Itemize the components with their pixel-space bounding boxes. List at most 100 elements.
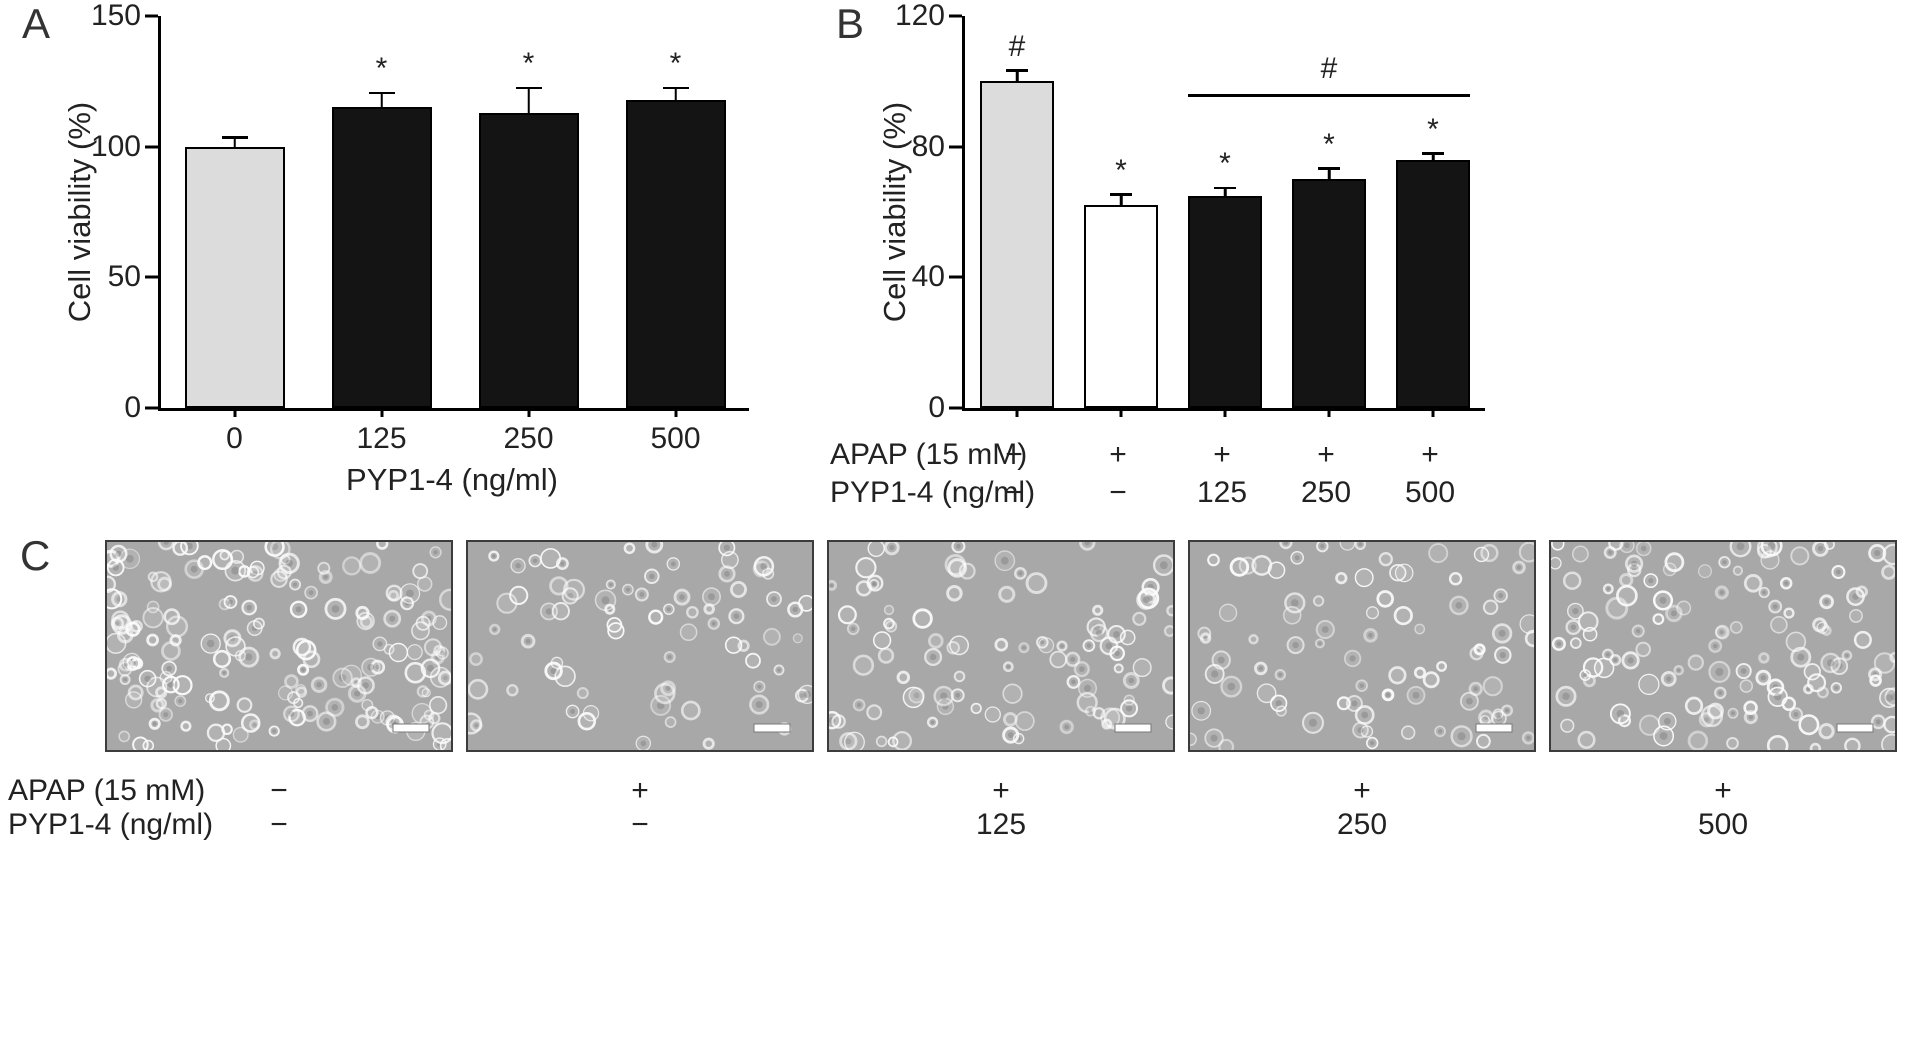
bar: [1292, 179, 1366, 408]
condition-value: +: [1109, 438, 1127, 471]
x-tick-mark: [1327, 408, 1331, 417]
bar: [478, 112, 579, 408]
bar: [625, 99, 726, 408]
error-bar-cap: [368, 91, 395, 95]
panel-b-y-axis-title: Cell viability (%): [877, 101, 912, 323]
y-tick-label: 40: [911, 260, 945, 294]
x-tick-label: 125: [356, 422, 407, 455]
micrograph-image: [827, 540, 1175, 752]
bar: [980, 81, 1054, 408]
y-tick-mark: [145, 275, 158, 279]
y-tick-mark: [145, 145, 158, 149]
y-tick-mark: [949, 14, 962, 18]
error-bar: [1119, 195, 1123, 206]
panel-b-plot-area: 0 40 80 120 # * * * * #: [895, 0, 1485, 424]
y-tick-label: 50: [107, 260, 141, 294]
condition-value: −: [1109, 476, 1127, 509]
error-bar-cap: [662, 86, 689, 90]
panel-a-plot-area: 0 50 100 150 0 * 125 * 250 * 500: [91, 0, 749, 455]
condition-value: −: [1005, 438, 1023, 471]
micrograph-image: [1188, 540, 1536, 752]
condition-value: 250: [1300, 476, 1352, 509]
panel-c: C APAP (15 mM) − + + + + PYP1-4 (ng/ml) − −125 25…: [0, 528, 1913, 842]
bar: [1084, 205, 1158, 408]
condition-value: +: [1353, 774, 1371, 807]
significance-marker: #: [1008, 29, 1026, 63]
y-tick-label: 120: [894, 0, 945, 32]
x-tick-mark: [674, 408, 677, 417]
error-bar: [233, 138, 236, 147]
x-tick-mark: [527, 408, 530, 417]
error-bar: [1223, 189, 1227, 196]
error-bar: [527, 89, 530, 113]
significance-marker: *: [522, 47, 535, 81]
error-bar-cap: [1422, 152, 1444, 155]
error-bar-cap: [1214, 186, 1236, 190]
x-tick-mark: [1015, 408, 1019, 417]
y-tick-mark: [949, 275, 962, 279]
y-tick-mark: [949, 406, 962, 410]
significance-marker: *: [669, 47, 682, 81]
condition-value: +: [1714, 774, 1732, 807]
micrograph-image: [1549, 540, 1897, 752]
x-tick-label: 0: [226, 422, 243, 455]
condition-row-label: APAP (15 mM): [830, 438, 1028, 471]
y-tick-label: 0: [124, 391, 141, 424]
error-bar: [674, 89, 677, 100]
condition-row-label: PYP1-4 (ng/ml): [830, 476, 1036, 509]
panel-a-x-axis-title: PYP1-4 (ng/ml): [346, 462, 558, 497]
error-bar-cap: [1110, 193, 1132, 196]
condition-value: −: [631, 808, 649, 841]
x-tick-label: 500: [650, 422, 701, 455]
y-tick-mark: [145, 14, 158, 18]
bar: [331, 107, 432, 408]
condition-value: +: [1317, 438, 1335, 471]
bar: [1396, 159, 1470, 408]
y-tick-mark: [949, 145, 962, 149]
significance-marker: *: [1115, 153, 1127, 187]
micrograph-image: [466, 540, 814, 752]
panel-b: B Cell viability (%) 0 40 80 120 # * * * * # APAP…: [828, 0, 1568, 520]
comparison-bracket: [1188, 94, 1470, 98]
significance-marker: *: [1219, 147, 1231, 181]
x-tick-mark: [380, 408, 383, 417]
x-tick-mark: [1431, 408, 1435, 417]
condition-value: +: [992, 774, 1010, 807]
micrograph-row: [105, 540, 1897, 752]
bracket-significance-label: #: [1320, 52, 1338, 86]
x-tick-mark: [1119, 408, 1123, 417]
condition-value: −: [270, 808, 288, 841]
panel-a: A Cell viability (%) 0 50 100 150 0 * 125 * 250 *…: [0, 0, 800, 520]
x-tick-mark: [233, 408, 236, 417]
error-bar-cap: [221, 136, 248, 139]
error-bar: [1015, 71, 1019, 82]
condition-row-label: PYP1-4 (ng/ml): [8, 808, 214, 841]
error-bar-cap: [515, 86, 542, 90]
condition-value: 250: [1336, 808, 1388, 841]
condition-value: +: [1213, 438, 1231, 471]
y-tick-label: 0: [928, 391, 945, 424]
condition-value: 500: [1697, 808, 1749, 841]
bar: [1188, 195, 1262, 408]
significance-marker: *: [1427, 112, 1439, 146]
y-tick-label: 150: [90, 0, 141, 32]
error-bar-cap: [1006, 69, 1028, 72]
panel-c-letter: C: [20, 532, 52, 579]
condition-value: +: [631, 774, 649, 807]
significance-marker: *: [375, 52, 388, 86]
condition-value: 125: [1196, 476, 1248, 509]
micrograph-image: [105, 540, 453, 752]
significance-marker: *: [1323, 127, 1335, 161]
condition-value: 500: [1404, 476, 1456, 509]
panel-a-letter: A: [22, 0, 52, 47]
panel-b-letter: B: [836, 0, 866, 47]
condition-value: 125: [975, 808, 1027, 841]
bar: [184, 146, 285, 408]
condition-row-label: APAP (15 mM): [8, 774, 206, 807]
condition-value: +: [1421, 438, 1439, 471]
error-bar: [1431, 154, 1435, 160]
error-bar: [380, 94, 383, 108]
condition-value: −: [1005, 476, 1023, 509]
error-bar: [1327, 169, 1331, 180]
